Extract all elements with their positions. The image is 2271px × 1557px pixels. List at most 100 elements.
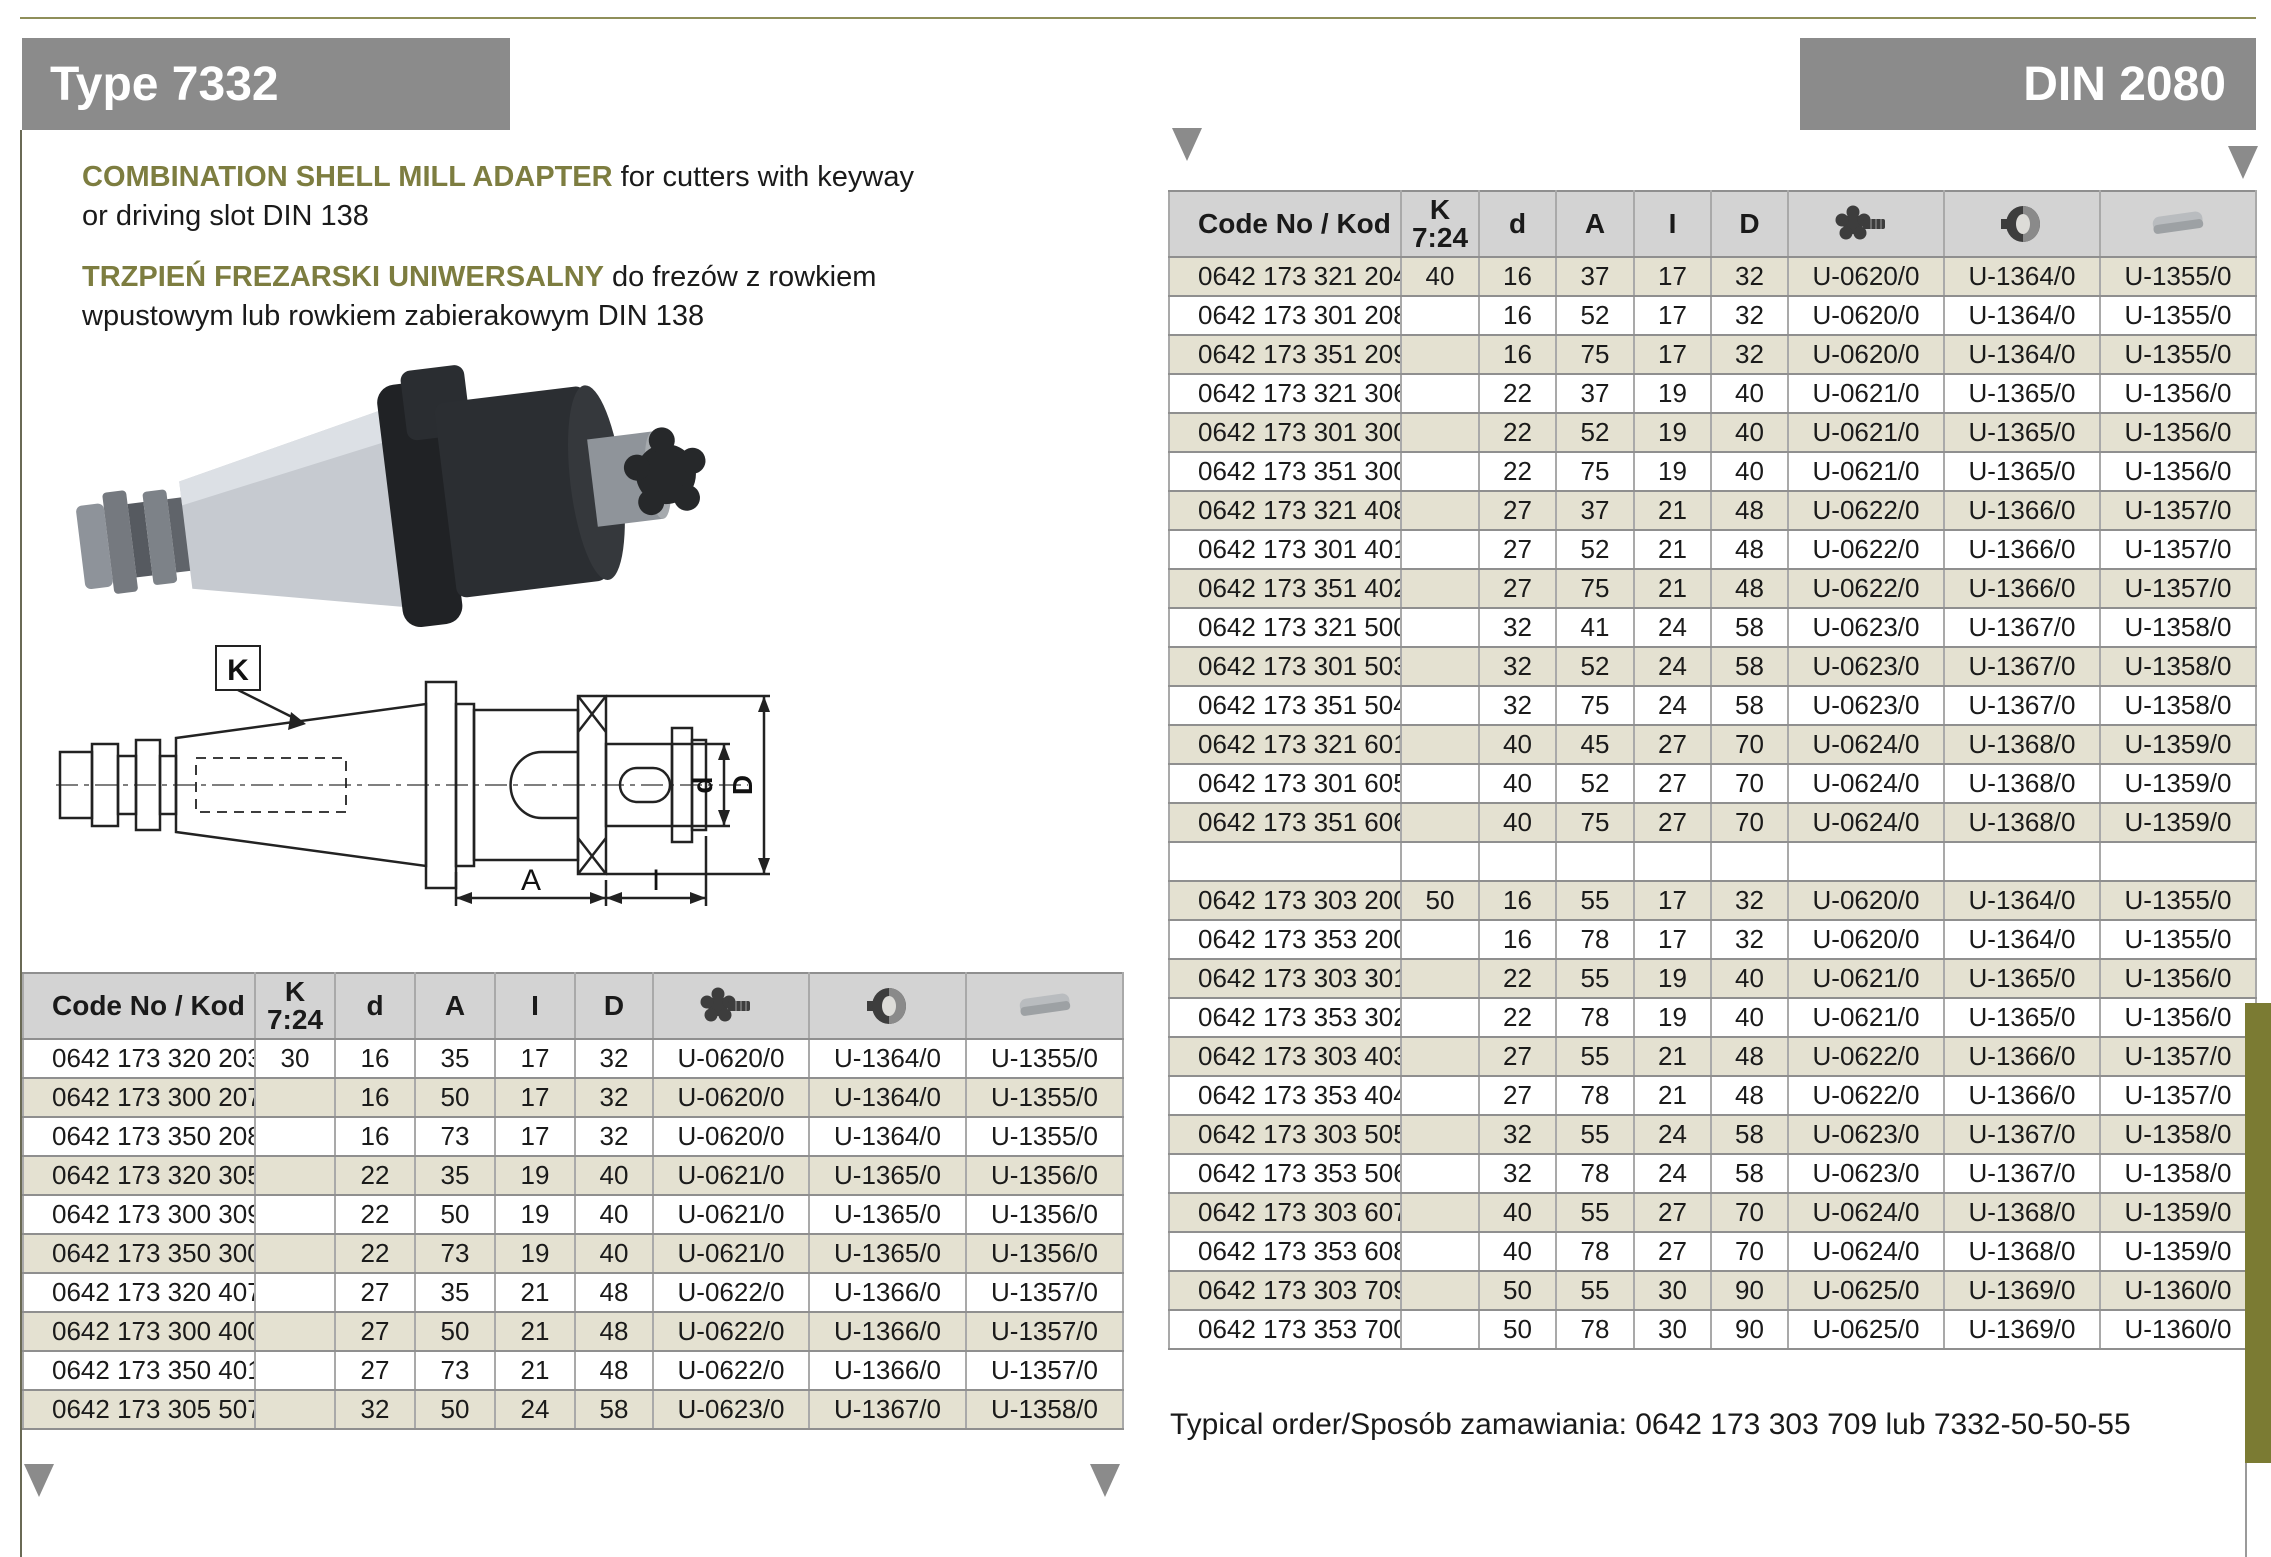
accessory3-cell: U-1357/0 <box>2099 1036 2257 1077</box>
accessory2-cell: U-1364/0 <box>1943 880 2101 921</box>
d-cell: 22 <box>1478 412 1557 453</box>
accessory2-cell: U-1367/0 <box>1943 1114 2101 1155</box>
i-cell: 19 <box>494 1194 576 1235</box>
col-header-accessory1 <box>652 972 810 1040</box>
table-row: 0642 173 321 500 32 41 24 58 U-0623/0 U-… <box>1168 607 2257 648</box>
description-en-rest: for cutters with keyway <box>612 161 914 193</box>
code-cell: 0642 173 321 408 <box>1168 490 1402 531</box>
table-row: 0642 173 300 309 22 50 19 40 U-0621/0 U-… <box>22 1194 1124 1235</box>
triangle-marker-bottom-right-icon <box>1090 1464 1120 1497</box>
accessory1-cell: U-0621/0 <box>1787 958 1945 999</box>
table-row: 0642 173 301 401 27 52 21 48 U-0622/0 U-… <box>1168 529 2257 570</box>
product-photo <box>76 365 706 628</box>
a-cell: 41 <box>1555 607 1635 648</box>
d-cell: 27 <box>334 1350 416 1391</box>
dd-cell <box>1710 841 1789 882</box>
i-cell: 19 <box>1633 412 1712 453</box>
d-cell: 32 <box>1478 1114 1557 1155</box>
a-cell: 55 <box>1555 1192 1635 1233</box>
code-cell: 0642 173 321 204 <box>1168 256 1402 297</box>
accessory3-cell: U-1355/0 <box>2099 919 2257 960</box>
d-cell: 27 <box>1478 529 1557 570</box>
right-spec-table: Code No / Kod Nr K7:24 d A I D <box>1168 190 2257 1350</box>
accessory2-cell: U-1369/0 <box>1943 1270 2101 1311</box>
accessory2-cell: U-1365/0 <box>808 1233 967 1274</box>
a-cell: 78 <box>1555 997 1635 1038</box>
accessory3-cell: U-1357/0 <box>965 1272 1124 1313</box>
accessory1-cell: U-0622/0 <box>1787 529 1945 570</box>
feather-key-icon <box>1019 993 1070 1016</box>
dim-label-a: A <box>521 864 541 897</box>
accessory3-cell: U-1356/0 <box>2099 412 2257 453</box>
k-cell <box>1400 958 1480 999</box>
code-cell: 0642 173 353 302 <box>1168 997 1402 1038</box>
table-row: 0642 173 301 503 32 52 24 58 U-0623/0 U-… <box>1168 646 2257 687</box>
accessory2-cell: U-1368/0 <box>1943 763 2101 804</box>
accessory3-cell: U-1358/0 <box>2099 1153 2257 1194</box>
i-cell: 21 <box>1633 1075 1712 1116</box>
accessory3-cell: U-1355/0 <box>965 1077 1124 1118</box>
accessory1-cell: U-0621/0 <box>652 1194 810 1235</box>
accessory1-cell: U-0623/0 <box>1787 646 1945 687</box>
left-spec-table: Code No / Kod Nr K7:24 d A I D <box>22 972 1124 1430</box>
k-cell <box>1400 997 1480 1038</box>
dim-label-k: K <box>227 654 249 687</box>
code-cell: 0642 173 351 209 <box>1168 334 1402 375</box>
dd-cell: 90 <box>1710 1309 1789 1350</box>
d-cell: 50 <box>1478 1270 1557 1311</box>
k-cell <box>254 1389 336 1430</box>
d-cell: 40 <box>1478 1231 1557 1272</box>
a-cell: 50 <box>414 1389 496 1430</box>
i-cell: 21 <box>1633 1036 1712 1077</box>
table-row: 0642 173 303 505 32 55 24 58 U-0623/0 U-… <box>1168 1114 2257 1155</box>
i-cell: 17 <box>494 1116 576 1157</box>
i-cell: 24 <box>1633 1153 1712 1194</box>
d-cell: 22 <box>1478 997 1557 1038</box>
i-cell: 27 <box>1633 1192 1712 1233</box>
a-cell: 50 <box>414 1077 496 1118</box>
code-cell: 0642 173 301 605 <box>1168 763 1402 804</box>
accessory3-cell: U-1355/0 <box>965 1038 1124 1079</box>
k-cell <box>254 1155 336 1196</box>
accessory3-cell: U-1360/0 <box>2099 1309 2257 1350</box>
a-cell: 37 <box>1555 256 1635 297</box>
code-cell: 0642 173 303 607 <box>1168 1192 1402 1233</box>
dd-cell: 32 <box>574 1116 654 1157</box>
a-cell: 55 <box>1555 1114 1635 1155</box>
a-cell: 52 <box>1555 646 1635 687</box>
k-cell <box>1400 1309 1480 1350</box>
left-table-body: 0642 173 320 203 30 16 35 17 32 U-0620/0… <box>22 1038 1124 1430</box>
dd-cell: 48 <box>1710 1036 1789 1077</box>
k-cell <box>1400 490 1480 531</box>
accessory3-cell: U-1358/0 <box>2099 646 2257 687</box>
code-cell: 0642 173 350 208 <box>22 1116 256 1157</box>
a-cell: 75 <box>1555 568 1635 609</box>
i-cell: 17 <box>1633 295 1712 336</box>
k-cell <box>1400 1270 1480 1311</box>
accessory3-cell: U-1359/0 <box>2099 724 2257 765</box>
d-cell: 32 <box>1478 607 1557 648</box>
code-cell: 0642 173 350 401 <box>22 1350 256 1391</box>
accessory1-cell: U-0622/0 <box>1787 1036 1945 1077</box>
code-cell: 0642 173 301 300 <box>1168 412 1402 453</box>
code-cell: 0642 173 303 403 <box>1168 1036 1402 1077</box>
d-cell: 16 <box>1478 334 1557 375</box>
star-nut <box>623 427 706 516</box>
dd-cell: 40 <box>1710 373 1789 414</box>
table-row: 0642 173 303 709 50 55 30 90 U-0625/0 U-… <box>1168 1270 2257 1311</box>
d-cell: 27 <box>334 1311 416 1352</box>
k-cell: 50 <box>1400 880 1480 921</box>
k-cell <box>1400 1036 1480 1077</box>
accessory1-cell: U-0622/0 <box>1787 568 1945 609</box>
d-cell: 27 <box>1478 490 1557 531</box>
i-cell: 27 <box>1633 1231 1712 1272</box>
table-row: 0642 173 303 200 50 16 55 17 32 U-0620/0… <box>1168 880 2257 921</box>
table-row: 0642 173 301 605 40 52 27 70 U-0624/0 U-… <box>1168 763 2257 804</box>
accessory2-cell: U-1365/0 <box>808 1155 967 1196</box>
accessory2-cell: U-1364/0 <box>808 1038 967 1079</box>
triangle-marker-bottom-left-icon <box>24 1464 54 1497</box>
d-cell: 40 <box>1478 802 1557 843</box>
table-row: 0642 173 303 301 22 55 19 40 U-0621/0 U-… <box>1168 958 2257 999</box>
table-row: 0642 173 350 300 22 73 19 40 U-0621/0 U-… <box>22 1233 1124 1274</box>
accessory1-cell: U-0620/0 <box>652 1116 810 1157</box>
